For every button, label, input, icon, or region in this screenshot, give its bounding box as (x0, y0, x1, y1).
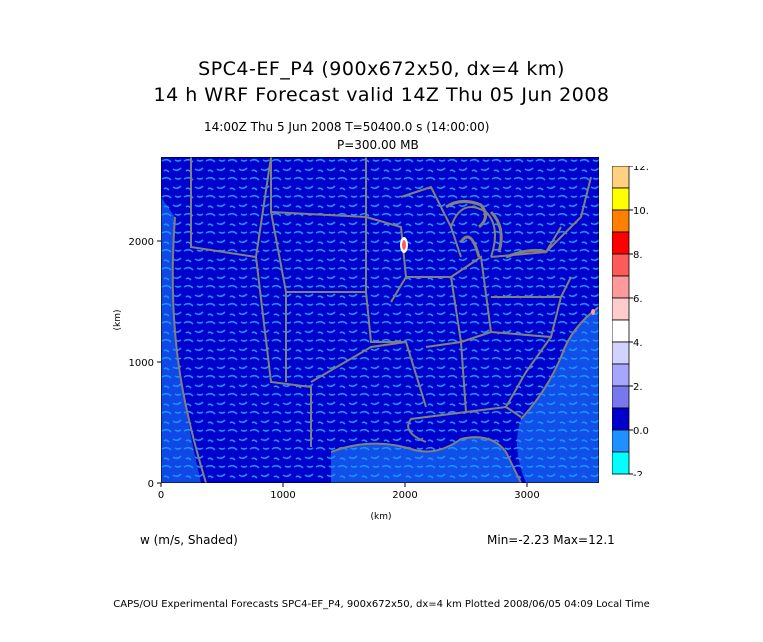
y-tick-1000: 1000 (129, 358, 154, 369)
colorbar-swatch (612, 429, 630, 453)
y-axis-label: (km) (113, 309, 123, 330)
min-max-label: Min=-2.23 Max=12.1 (487, 533, 615, 547)
x-axis-label: (km) (370, 512, 391, 522)
colorbar-swatch (612, 451, 630, 475)
colorbar-swatch (612, 407, 630, 431)
colorbar-swatch (612, 209, 630, 233)
colorbar-swatch (612, 231, 630, 255)
colorbar-swatch (612, 341, 630, 365)
colorbar-swatch (612, 187, 630, 211)
variable-label: w (m/s, Shaded) (140, 533, 238, 547)
colorbar-swatch (612, 275, 630, 299)
great-lakes (445, 200, 547, 259)
colorbar-label: 2. (633, 382, 643, 393)
atlantic-region (517, 307, 599, 483)
vertical-velocity-map (161, 157, 599, 483)
colorbar-label: 8. (633, 250, 643, 261)
colorbar-swatch (612, 363, 630, 387)
y-tick-2000: 2000 (129, 237, 154, 248)
colorbar-label: 10. (633, 206, 649, 217)
y-tick-0: 0 (148, 479, 154, 490)
chart-title: SPC4-EF_P4 (900x672x50, dx=4 km) (198, 58, 565, 80)
x-tick-1000: 1000 (270, 490, 295, 501)
x-tick-0: 0 (158, 490, 164, 501)
credits-line: CAPS/OU Experimental Forecasts SPC4-EF_P… (113, 599, 650, 610)
colorbar-label: 0.0 (633, 426, 649, 437)
x-tick-3000: 3000 (514, 490, 539, 501)
colorbar-swatch (612, 319, 630, 343)
colorbar-swatch (612, 385, 630, 409)
forecast-time-info: 14:00Z Thu 5 Jun 2008 T=50400.0 s (14:00… (204, 120, 490, 134)
colorbar-label: 12. (633, 166, 649, 173)
colorbar-label: 4. (633, 338, 643, 349)
colorbar-label: 6. (633, 294, 643, 305)
gulf-region (331, 437, 521, 483)
colorbar-swatch (612, 297, 630, 321)
pacific-region (161, 197, 201, 483)
x-tick-2000: 2000 (392, 490, 417, 501)
colorbar-label: -2. (633, 470, 646, 476)
colorbar-swatch (612, 166, 630, 189)
updraft-signature (400, 237, 595, 315)
pressure-level: P=300.00 MB (337, 138, 419, 152)
colorbar-swatch (612, 253, 630, 277)
chart-subtitle: 14 h WRF Forecast valid 14Z Thu 05 Jun 2… (153, 84, 610, 106)
colorbar: 12. 10. 8. 6. 4. 2. 0.0 -2. (612, 166, 649, 476)
